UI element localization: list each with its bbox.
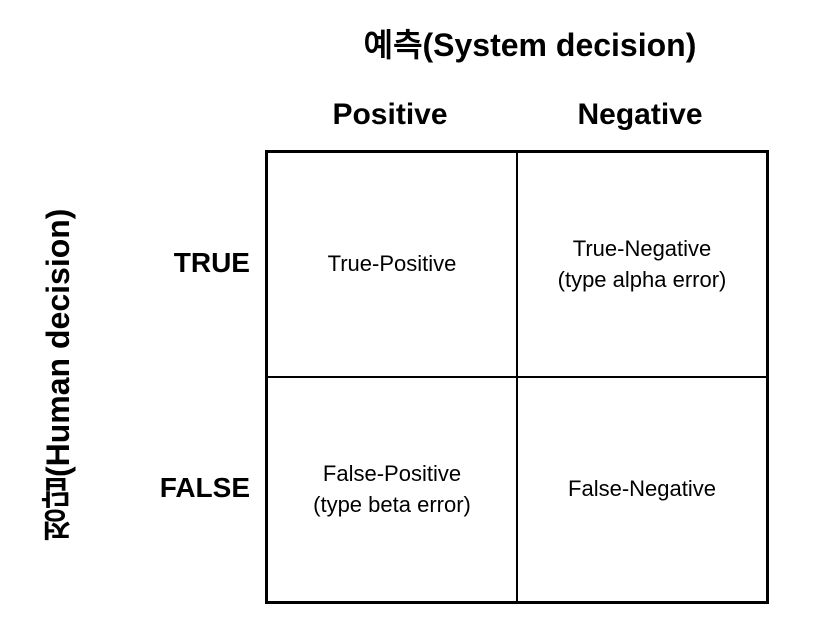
column-headers: Positive Negative bbox=[265, 90, 765, 140]
cell-text: True-Positive bbox=[328, 249, 457, 280]
cell-text: False-Negative bbox=[568, 474, 716, 505]
cell-false-positive: False-Positive (type beta error) bbox=[267, 377, 517, 602]
matrix-row: False-Positive (type beta error) False-N… bbox=[267, 377, 767, 602]
cell-true-positive: True-Positive bbox=[267, 152, 517, 377]
cell-text: True-Negative bbox=[573, 234, 712, 265]
col-header-positive: Positive bbox=[265, 90, 515, 140]
cell-true-negative: True-Negative (type alpha error) bbox=[517, 152, 767, 377]
left-axis-title: 정답(Human decision) bbox=[35, 150, 81, 600]
confusion-matrix-grid: True-Positive True-Negative (type alpha … bbox=[265, 150, 769, 604]
cell-false-negative: False-Negative bbox=[517, 377, 767, 602]
matrix-row: True-Positive True-Negative (type alpha … bbox=[267, 152, 767, 377]
cell-text: False-Positive bbox=[323, 459, 461, 490]
top-axis-title: 예측(System decision) bbox=[280, 20, 780, 66]
row-header-true: TRUE bbox=[95, 150, 265, 375]
row-header-false: FALSE bbox=[95, 375, 265, 600]
row-headers: TRUE FALSE bbox=[95, 150, 265, 600]
col-header-negative: Negative bbox=[515, 90, 765, 140]
cell-text: (type beta error) bbox=[313, 490, 471, 521]
cell-text: (type alpha error) bbox=[558, 265, 727, 296]
